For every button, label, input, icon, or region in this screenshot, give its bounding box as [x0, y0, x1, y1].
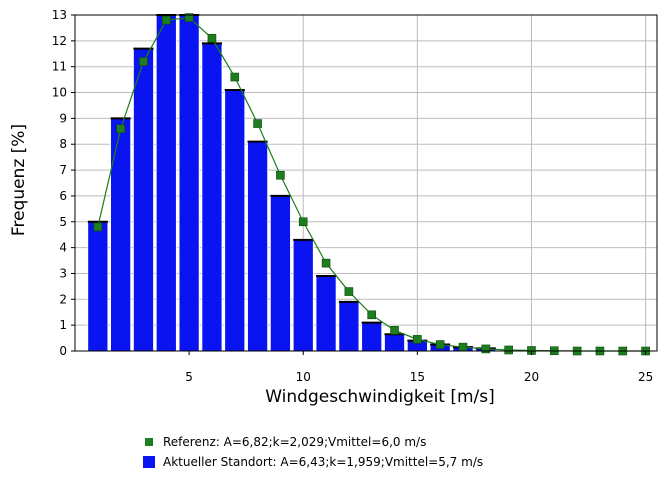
reference-point: [413, 335, 422, 344]
reference-point: [298, 217, 308, 227]
y-tick-label: 6: [59, 189, 67, 203]
reference-point: [481, 344, 491, 354]
reference-point: [390, 326, 399, 335]
legend-label-current-site: Aktueller Standort: A=6,43;k=1,959;Vmitt…: [163, 455, 484, 469]
bar: [110, 117, 132, 352]
bar: [269, 195, 291, 352]
x-tick-label: 10: [296, 370, 311, 384]
bars-current-site: [87, 14, 497, 352]
reference-point: [116, 124, 125, 134]
axes: [71, 14, 658, 355]
reference-point: [93, 222, 103, 232]
reference-point: [276, 170, 285, 180]
legend-label-reference: Referenz: A=6,82;k=2,029;Vmittel=6,0 m/s: [163, 435, 427, 449]
y-tick-label: 0: [59, 344, 67, 358]
bar: [292, 239, 314, 352]
bar: [178, 14, 200, 352]
x-tick-label: 25: [638, 370, 653, 384]
reference-point: [253, 119, 262, 128]
reference-series: [93, 13, 650, 356]
legend-swatch-reference: [145, 438, 153, 446]
y-tick-label: 5: [59, 215, 67, 229]
y-tick-label: 11: [52, 60, 67, 74]
bar: [87, 221, 109, 352]
y-tick-label: 13: [52, 8, 67, 22]
bar: [201, 43, 223, 352]
bar: [315, 275, 337, 352]
reference-point: [504, 345, 513, 355]
y-tick-label: 12: [52, 34, 67, 48]
reference-point: [207, 33, 217, 43]
reference-point: [139, 57, 148, 66]
reference-point: [230, 72, 240, 82]
legend-swatch-current-site: [143, 456, 155, 468]
reference-point: [344, 287, 354, 296]
bar: [133, 48, 154, 352]
bar: [384, 333, 405, 352]
reference-point: [161, 15, 171, 25]
plot-frame: [74, 14, 658, 352]
reference-point: [458, 342, 468, 352]
x-axis-label: Windgeschwindigkeit [m/s]: [265, 387, 495, 407]
reference-point: [367, 310, 377, 320]
legend-item-current-site: Aktueller Standort: A=6,43;k=1,959;Vmitt…: [143, 452, 483, 472]
reference-point: [435, 340, 445, 349]
reference-point: [321, 258, 331, 268]
bar: [338, 301, 360, 352]
legend: Referenz: A=6,82;k=2,029;Vmittel=6,0 m/s…: [143, 432, 483, 472]
y-tick-label: 10: [52, 86, 67, 100]
bar: [224, 89, 246, 352]
x-tick-label: 15: [410, 370, 425, 384]
y-tick-label: 4: [59, 241, 67, 255]
reference-point: [184, 13, 194, 22]
y-tick-label: 3: [59, 266, 67, 280]
y-tick-label: 8: [59, 137, 67, 151]
y-tick-label: 1: [59, 318, 67, 332]
bar: [247, 141, 269, 352]
y-axis-label: Frequenz [%]: [9, 124, 29, 236]
bar: [155, 14, 177, 352]
x-tick-label: 5: [185, 370, 193, 384]
bar: [361, 322, 383, 352]
legend-item-reference: Referenz: A=6,82;k=2,029;Vmittel=6,0 m/s: [143, 432, 483, 452]
y-tick-label: 9: [59, 111, 67, 125]
x-tick-label: 20: [524, 370, 539, 384]
y-tick-label: 2: [59, 292, 67, 306]
y-tick-label: 7: [59, 163, 67, 177]
